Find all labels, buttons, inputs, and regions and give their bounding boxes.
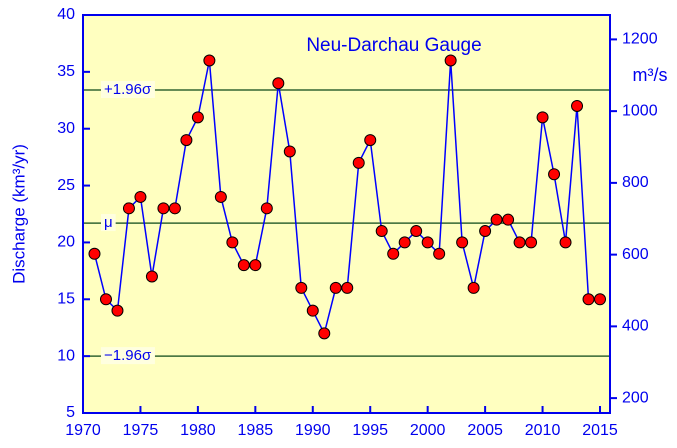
data-point: [318, 327, 331, 340]
data-point: [456, 236, 469, 249]
data-point: [329, 281, 342, 294]
data-point: [433, 247, 446, 260]
reference-label: −1.96σ: [104, 347, 152, 364]
data-point: [410, 225, 423, 238]
y2-axis-label: m³/s: [633, 65, 668, 85]
y2-tick-label: 800: [622, 174, 649, 191]
data-point: [548, 168, 561, 181]
data-point: [295, 281, 308, 294]
data-point: [134, 190, 147, 203]
data-point: [387, 247, 400, 260]
data-point: [559, 236, 572, 249]
y-tick-label: 5: [66, 404, 75, 421]
data-point: [571, 99, 584, 112]
y-tick-label: 20: [57, 234, 75, 251]
x-tick-label: 1995: [352, 422, 388, 439]
y2-tick-label: 200: [622, 389, 649, 406]
data-point: [479, 225, 492, 238]
data-point: [375, 225, 388, 238]
x-tick-label: 1985: [238, 422, 274, 439]
data-point: [88, 247, 101, 260]
data-point: [122, 202, 135, 215]
plot-area: [83, 15, 610, 413]
x-tick-label: 1990: [295, 422, 331, 439]
reference-label-bg: [101, 347, 155, 365]
data-point: [99, 293, 112, 306]
x-tick-label: 2010: [525, 422, 561, 439]
data-point: [272, 77, 285, 90]
reference-label: +1.96σ: [104, 81, 152, 98]
y-tick-label: 10: [57, 347, 75, 364]
y-tick-label: 40: [57, 6, 75, 23]
x-tick-label: 2005: [467, 422, 503, 439]
reference-label: μ: [104, 214, 113, 231]
x-tick-label: 1970: [65, 422, 101, 439]
data-point: [582, 293, 595, 306]
data-point: [421, 236, 434, 249]
data-point: [203, 54, 216, 67]
data-point: [145, 270, 158, 283]
x-tick-label: 1975: [123, 422, 159, 439]
data-point: [283, 145, 296, 158]
y2-tick-label: 1200: [622, 31, 658, 48]
y-tick-label: 35: [57, 63, 75, 80]
data-point: [341, 281, 354, 294]
y2-tick-label: 1000: [622, 102, 658, 119]
data-point: [398, 236, 411, 249]
data-point: [237, 259, 250, 272]
reference-label-bg: [101, 81, 155, 99]
y-tick-label: 15: [57, 291, 75, 308]
data-point: [226, 236, 239, 249]
x-tick-label: 2000: [410, 422, 446, 439]
y2-tick-label: 400: [622, 318, 649, 335]
data-point: [513, 236, 526, 249]
data-point: [168, 202, 181, 215]
data-point: [352, 156, 365, 169]
data-point: [536, 111, 549, 124]
x-tick-label: 2015: [582, 422, 618, 439]
y-tick-label: 30: [57, 120, 75, 137]
chart-title: Neu-Darchau Gauge: [306, 35, 481, 56]
data-point: [364, 134, 377, 147]
data-point: [157, 202, 170, 215]
data-point: [214, 190, 227, 203]
y2-tick-label: 600: [622, 246, 649, 263]
data-point: [111, 304, 124, 317]
data-point: [490, 213, 503, 226]
reference-label-bg: [101, 214, 116, 232]
data-point: [502, 213, 515, 226]
data-point: [180, 134, 193, 147]
data-point: [306, 304, 319, 317]
x-tick-label: 1980: [180, 422, 216, 439]
data-point: [191, 111, 204, 124]
data-point: [444, 54, 457, 67]
y-tick-label: 25: [57, 177, 75, 194]
data-point: [249, 259, 262, 272]
data-point: [467, 281, 480, 294]
data-point: [594, 293, 607, 306]
data-point: [525, 236, 538, 249]
data-point: [260, 202, 273, 215]
y-axis-label: Discharge (km³/yr): [9, 144, 28, 284]
plot-frame: [82, 14, 611, 414]
